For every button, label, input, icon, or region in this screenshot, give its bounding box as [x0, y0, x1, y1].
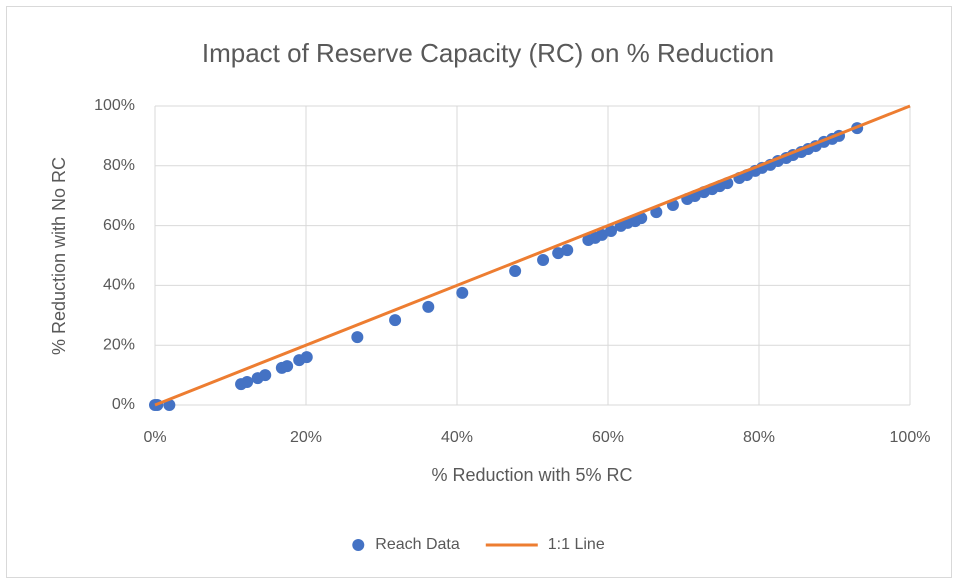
scatter-point [389, 314, 402, 327]
legend-label: 1:1 Line [548, 536, 605, 553]
scatter-point [351, 331, 364, 344]
scatter-point [300, 351, 313, 364]
scatter-point [561, 244, 574, 257]
scatter-point [537, 253, 550, 266]
scatter-point [422, 300, 435, 313]
scatter-point [595, 228, 608, 241]
scatter-point [509, 265, 522, 278]
x-axis-title: % Reduction with 5% RC [431, 465, 632, 485]
y-axis-title: % Reduction with No RC [49, 157, 69, 355]
scatter-point [241, 375, 254, 388]
chart-title: Impact of Reserve Capacity (RC) on % Red… [202, 38, 774, 68]
x-tick-label: 20% [290, 429, 322, 446]
x-tick-label: 40% [441, 429, 473, 446]
scatter-point [552, 247, 565, 260]
scatter-point [456, 286, 469, 299]
chart-border [6, 6, 952, 578]
scatter-point [281, 360, 294, 373]
y-tick-label: 100% [94, 97, 135, 114]
scatter-point [259, 369, 272, 382]
y-tick-label: 0% [112, 396, 135, 413]
y-tick-label: 20% [103, 336, 135, 353]
y-tick-label: 40% [103, 277, 135, 294]
scatter-point [605, 224, 618, 237]
y-tick-label: 60% [103, 217, 135, 234]
x-tick-label: 0% [143, 429, 166, 446]
x-tick-label: 80% [743, 429, 775, 446]
line [154, 104, 911, 407]
legend-label: Reach Data [375, 536, 460, 553]
x-tick-label: 100% [890, 429, 931, 446]
x-tick-label: 60% [592, 429, 624, 446]
legend-key [352, 539, 365, 551]
y-tick-label: 80% [103, 157, 135, 174]
